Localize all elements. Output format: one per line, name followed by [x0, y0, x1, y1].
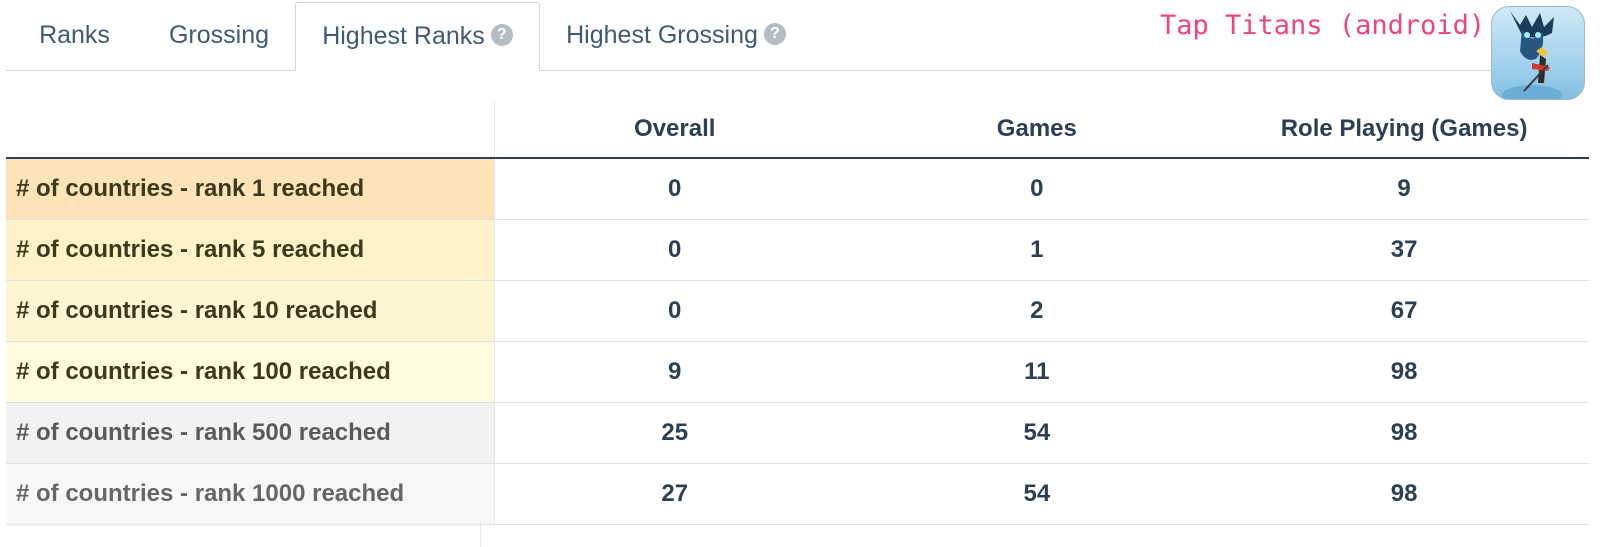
table-row: # of countries - rank 1000 reached 27 54… [6, 463, 1589, 525]
row-label: # of countries - rank 100 reached [6, 341, 495, 403]
cell-role-playing: 9 [1219, 158, 1589, 220]
cell-games: 1 [854, 219, 1220, 281]
header-role-playing-games: Role Playing (Games) [1219, 100, 1589, 159]
cell-overall: 25 [494, 402, 855, 464]
cell-games: 0 [854, 158, 1220, 220]
tab-ranks[interactable]: Ranks [6, 2, 143, 68]
tab-ranks-label: Ranks [39, 21, 110, 49]
cell-role-playing: 98 [1219, 463, 1589, 525]
tab-highest-grossing-label: Highest Grossing [566, 21, 758, 49]
help-icon[interactable]: ? [763, 23, 786, 46]
cell-overall: 0 [494, 158, 855, 220]
help-icon[interactable]: ? [490, 24, 513, 47]
tab-highest-ranks-label: Highest Ranks [322, 22, 485, 50]
highest-ranks-table: Overall Games Role Playing (Games) # of … [6, 100, 1589, 525]
row-label: # of countries - rank 500 reached [6, 402, 495, 464]
header-games: Games [854, 100, 1220, 159]
cell-games: 54 [854, 463, 1220, 525]
tab-highest-grossing[interactable]: Highest Grossing? [546, 2, 806, 68]
cell-overall: 0 [494, 280, 855, 342]
cell-role-playing: 98 [1219, 402, 1589, 464]
tab-bar: Ranks Grossing Highest Ranks? Highest Gr… [6, 0, 1562, 71]
cell-role-playing: 67 [1219, 280, 1589, 342]
row-label: # of countries - rank 1 reached [6, 158, 495, 220]
row-label: # of countries - rank 10 reached [6, 280, 495, 342]
table-row: # of countries - rank 5 reached 0 1 37 [6, 219, 1589, 281]
cell-overall: 9 [494, 341, 855, 403]
row-label: # of countries - rank 1000 reached [6, 463, 495, 525]
tab-highest-ranks[interactable]: Highest Ranks? [295, 2, 540, 71]
table-header-row: Overall Games Role Playing (Games) [6, 100, 1589, 159]
table-row: # of countries - rank 500 reached 25 54 … [6, 402, 1589, 464]
cell-overall: 0 [494, 219, 855, 281]
table-row: # of countries - rank 1 reached 0 0 9 [6, 158, 1589, 220]
cell-role-playing: 98 [1219, 341, 1589, 403]
app-title: Tap Titans (android) [1160, 10, 1486, 41]
column-divider [480, 521, 481, 547]
cell-role-playing: 37 [1219, 219, 1589, 281]
cell-games: 11 [854, 341, 1220, 403]
tab-grossing[interactable]: Grossing [143, 2, 295, 68]
row-label: # of countries - rank 5 reached [6, 219, 495, 281]
table-row: # of countries - rank 10 reached 0 2 67 [6, 280, 1589, 342]
tap-titans-icon-art [1502, 11, 1562, 99]
header-overall: Overall [493, 100, 855, 159]
cell-games: 54 [854, 402, 1220, 464]
tap-titans-app-icon [1491, 6, 1585, 100]
tab-grossing-label: Grossing [168, 21, 270, 49]
table-row: # of countries - rank 100 reached 9 11 9… [6, 341, 1589, 403]
header-label-column [6, 100, 495, 159]
cell-games: 2 [854, 280, 1220, 342]
cell-overall: 27 [494, 463, 855, 525]
